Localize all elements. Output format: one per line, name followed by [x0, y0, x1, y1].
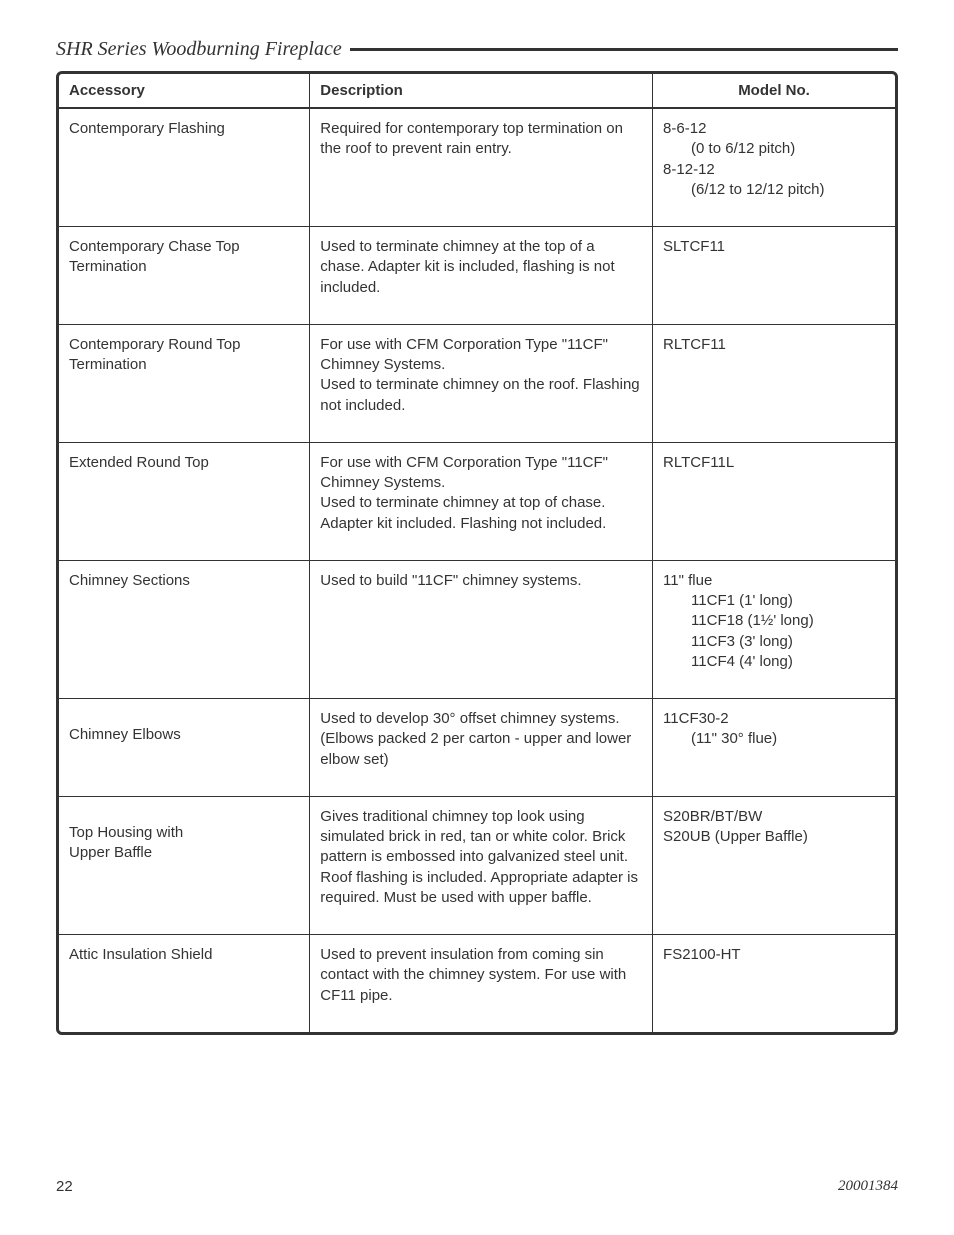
accessory-cell: Contemporary Round Top Termination — [59, 324, 310, 442]
table-row: Top Housing with Upper Baffle Gives tradit… — [59, 796, 895, 934]
table-row: Chimney Sections Used to build "11CF" chi… — [59, 560, 895, 698]
model-text: (0 to 6/12 pitch) — [663, 139, 885, 159]
table-header-row: Accessory Description Model No. — [59, 74, 895, 108]
document-number: 20001384 — [838, 1178, 898, 1195]
description-text: Used to build "11CF" chimney systems. — [320, 572, 581, 589]
model-text: FS2100-HT — [663, 945, 885, 965]
description-cell: Required for contemporary top terminatio… — [310, 108, 653, 227]
accessory-cell: Top Housing with Upper Baffle — [59, 796, 310, 934]
page-header: SHR Series Woodburning Fireplace — [56, 38, 898, 61]
accessory-cell: Attic Insulation Shield — [59, 935, 310, 1032]
description-cell: Used to prevent insulation from coming s… — [310, 935, 653, 1032]
model-cell: 11" flue11CF1 (1' long)11CF18 (1½' long)… — [653, 560, 895, 698]
description-text: Gives traditional chimney top look using… — [320, 808, 638, 906]
accessory-text: Attic Insulation Shield — [69, 946, 212, 963]
accessory-cell: Chimney Sections — [59, 560, 310, 698]
header-rule — [350, 48, 898, 51]
column-header-model: Model No. — [653, 74, 895, 108]
accessory-cell: Contemporary Flashing — [59, 108, 310, 227]
accessory-cell: Chimney Elbows — [59, 699, 310, 797]
accessory-text: Top Housing with — [69, 824, 183, 841]
accessory-cell: Extended Round Top — [59, 442, 310, 560]
accessory-text: Contemporary Flashing — [69, 120, 225, 137]
model-text: RLTCF11L — [663, 453, 885, 473]
table-row: Attic Insulation Shield Used to prevent i… — [59, 935, 895, 1032]
accessory-text: Contemporary Round Top Termination — [69, 336, 241, 373]
description-cell: Used to build "11CF" chimney systems. — [310, 560, 653, 698]
description-cell: Gives traditional chimney top look using… — [310, 796, 653, 934]
model-cell: SLTCF11 — [653, 227, 895, 325]
description-cell: For use with CFM Corporation Type "11CF"… — [310, 324, 653, 442]
model-cell: 11CF30-2(11" 30° flue) — [653, 699, 895, 797]
column-header-accessory: Accessory — [59, 74, 310, 108]
description-text: Required for contemporary top terminatio… — [320, 120, 623, 157]
description-text: Used to develop 30° offset chimney syste… — [320, 710, 631, 768]
model-text: S20BR/BT/BW — [663, 807, 885, 827]
page-footer: 22 20001384 — [56, 1178, 898, 1195]
table-row: Chimney Elbows Used to develop 30° offset… — [59, 699, 895, 797]
table-row: Contemporary Chase Top Termination Used t… — [59, 227, 895, 325]
model-text: 11CF1 (1' long) — [663, 591, 885, 611]
accessory-cell: Contemporary Chase Top Termination — [59, 227, 310, 325]
model-text: (6/12 to 12/12 pitch) — [663, 180, 885, 200]
description-cell: Used to terminate chimney at the top of … — [310, 227, 653, 325]
description-text: Used to terminate chimney at the top of … — [320, 238, 614, 296]
model-text: 8-6-12 — [663, 119, 885, 139]
model-cell: RLTCF11 — [653, 324, 895, 442]
header-title: SHR Series Woodburning Fireplace — [56, 38, 342, 61]
accessory-text: Contemporary Chase Top Termination — [69, 238, 240, 275]
accessory-table: Accessory Description Model No. Contempo… — [59, 74, 895, 1032]
model-cell: FS2100-HT — [653, 935, 895, 1032]
model-text: (11" 30° flue) — [663, 729, 885, 749]
model-cell: 8-6-12(0 to 6/12 pitch)8-12-12(6/12 to 1… — [653, 108, 895, 227]
model-text: 11" flue — [663, 571, 885, 591]
page-number: 22 — [56, 1178, 73, 1195]
description-cell: For use with CFM Corporation Type "11CF"… — [310, 442, 653, 560]
description-text: For use with CFM Corporation Type "11CF"… — [320, 454, 608, 491]
table-row: Contemporary Round Top Termination For us… — [59, 324, 895, 442]
description-text: Used to terminate chimney at top of chas… — [320, 494, 606, 531]
description-text: Used to prevent insulation from coming s… — [320, 946, 626, 1004]
description-cell: Used to develop 30° offset chimney syste… — [310, 699, 653, 797]
model-text: SLTCF11 — [663, 237, 885, 257]
column-header-description: Description — [310, 74, 653, 108]
description-text: For use with CFM Corporation Type "11CF"… — [320, 336, 608, 373]
table-row: Extended Round Top For use with CFM Corpo… — [59, 442, 895, 560]
model-text: 11CF30-2 — [663, 709, 885, 729]
header-line: SHR Series Woodburning Fireplace — [56, 38, 898, 61]
model-text: S20UB (Upper Baffle) — [663, 827, 885, 847]
table-row: Contemporary Flashing Required for contem… — [59, 108, 895, 227]
accessory-text: Upper Baffle — [69, 844, 152, 861]
model-text: 11CF4 (4' long) — [663, 652, 885, 672]
model-cell: RLTCF11L — [653, 442, 895, 560]
accessory-text: Extended Round Top — [69, 454, 209, 471]
model-text: 11CF3 (3' long) — [663, 632, 885, 652]
description-text: Used to terminate chimney on the roof. F… — [320, 376, 639, 413]
accessory-text: Chimney Elbows — [69, 726, 181, 743]
accessory-text: Chimney Sections — [69, 572, 190, 589]
model-text: 11CF18 (1½' long) — [663, 611, 885, 631]
model-cell: S20BR/BT/BWS20UB (Upper Baffle) — [653, 796, 895, 934]
model-text: 8-12-12 — [663, 160, 885, 180]
model-text: RLTCF11 — [663, 335, 885, 355]
accessory-table-container: Accessory Description Model No. Contempo… — [56, 71, 898, 1035]
